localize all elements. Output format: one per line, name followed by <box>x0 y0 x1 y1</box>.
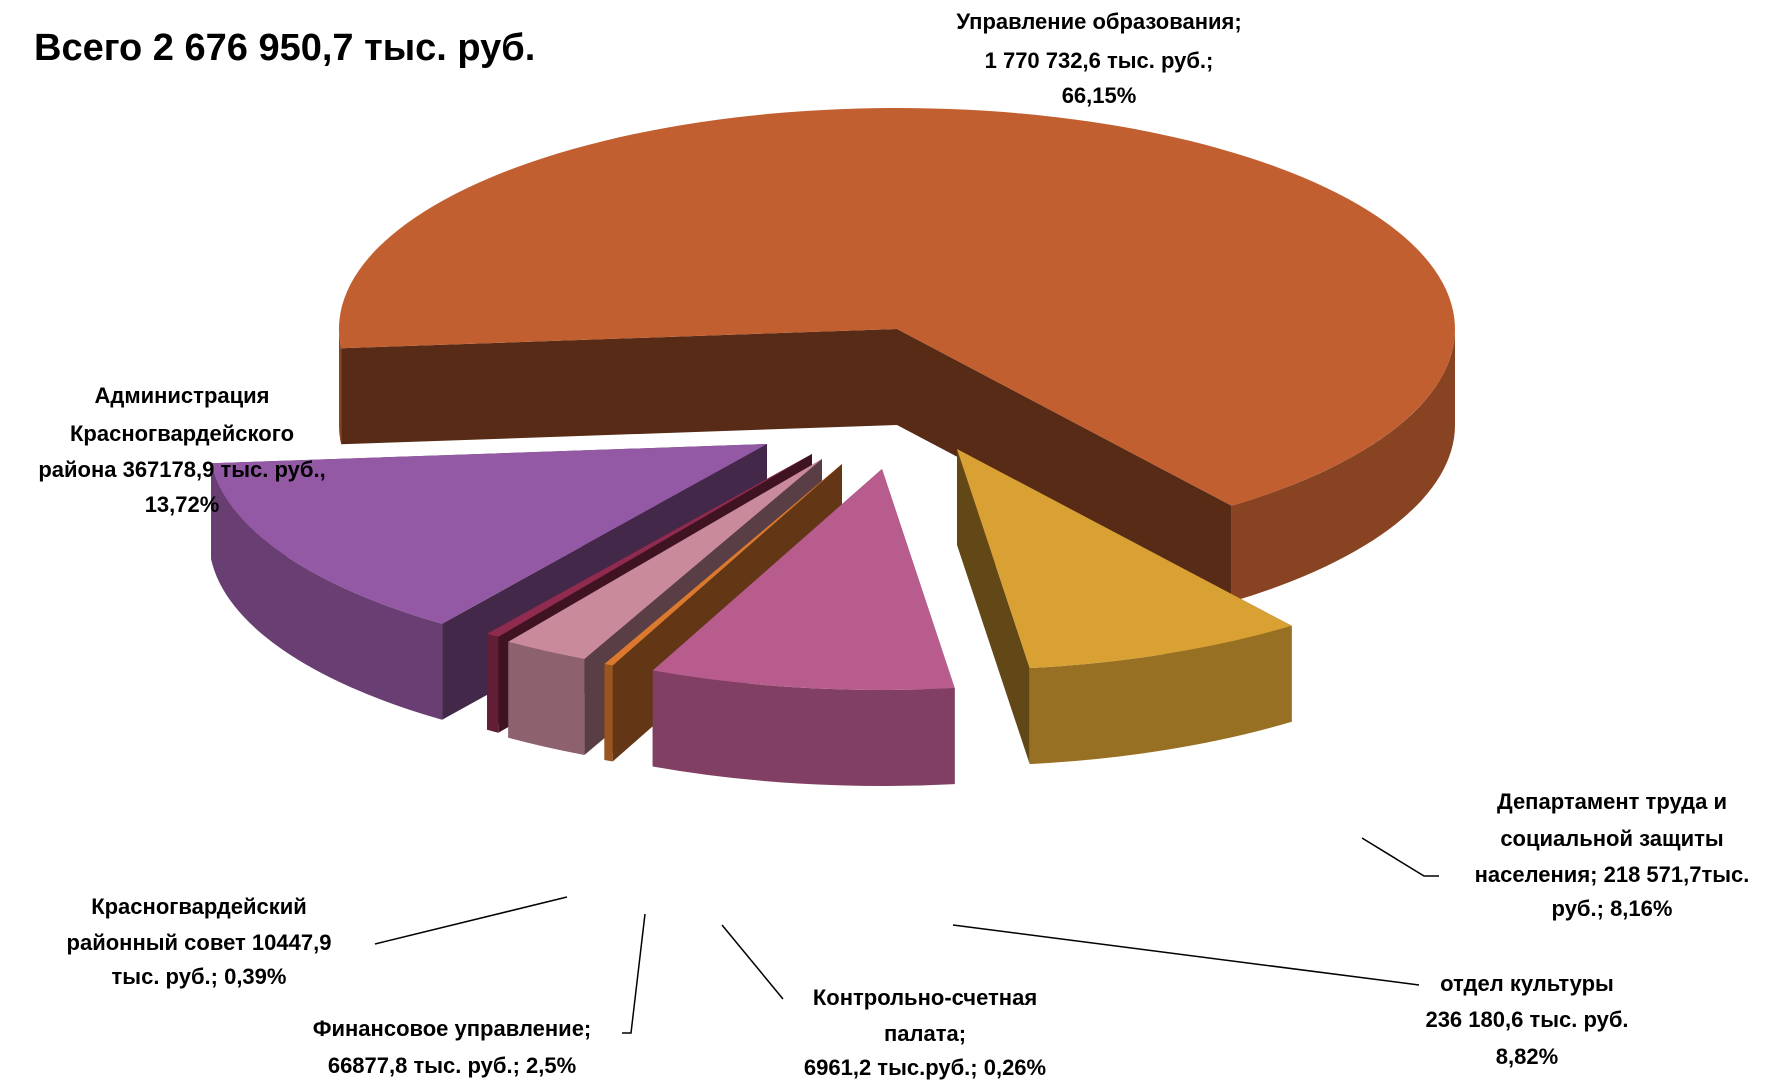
data-label: 13,72% <box>145 492 220 517</box>
leader-line <box>1361 837 1439 877</box>
data-label: Администрация <box>94 383 269 408</box>
data-label: руб.; 8,16% <box>1552 896 1673 921</box>
data-label: 66877,8 тыс. руб.; 2,5% <box>328 1053 576 1078</box>
data-label: Департамент труда и <box>1497 789 1727 814</box>
slice-side <box>652 670 955 786</box>
data-label: Контрольно-счетная <box>813 985 1037 1010</box>
data-label: палата; <box>884 1021 966 1046</box>
slice-face <box>897 329 1232 602</box>
chart-title: Всего 2 676 950,7 тыс. руб. <box>34 27 535 69</box>
data-label: Красногвардейский <box>91 894 307 919</box>
slice-top <box>604 464 842 666</box>
data-label: 1 770 732,6 тыс. руб.; <box>985 48 1214 73</box>
data-label: тыс. руб.; 0,39% <box>112 964 287 989</box>
data-label: 66,15% <box>1062 83 1137 108</box>
slice-face <box>341 329 898 445</box>
slice-face <box>957 449 1030 765</box>
slice-side <box>604 664 613 762</box>
slice-side <box>1231 329 1455 602</box>
data-label: района 367178,9 тыс. руб., <box>38 457 325 482</box>
data-label: районный совет 10447,9 <box>67 930 332 955</box>
leader-line <box>622 913 646 1034</box>
data-label: Красногвардейского <box>70 421 294 446</box>
leader-line <box>952 924 1420 986</box>
data-label: населения; 218 571,7тыс. <box>1475 862 1750 887</box>
data-label: 6961,2 тыс.руб.; 0,26% <box>804 1055 1046 1080</box>
slice-top <box>957 449 1292 669</box>
slice-side <box>338 329 342 445</box>
data-label: социальной защиты <box>1500 826 1723 851</box>
slice-top <box>338 107 1455 506</box>
slice-side <box>211 463 443 720</box>
data-label: 8,82% <box>1496 1044 1558 1069</box>
slice-top <box>487 454 812 637</box>
slice-top <box>652 469 955 690</box>
data-label: отдел культуры <box>1440 971 1614 996</box>
leader-line <box>374 896 568 945</box>
slice-top <box>508 459 822 659</box>
slice-side <box>1029 625 1292 765</box>
labels: Управление образования; 1 770 732,6 тыс. … <box>38 9 1749 1080</box>
data-label: Управление образования; <box>956 9 1241 34</box>
slice-side <box>487 633 499 733</box>
slice-top <box>211 444 768 624</box>
pie <box>211 107 1455 786</box>
leader-line <box>721 924 784 1000</box>
slice-side <box>508 641 585 755</box>
data-label: 236 180,6 тыс. руб. <box>1425 1007 1628 1032</box>
data-label: Финансовое управление; <box>313 1016 592 1041</box>
slice-face <box>508 459 822 738</box>
